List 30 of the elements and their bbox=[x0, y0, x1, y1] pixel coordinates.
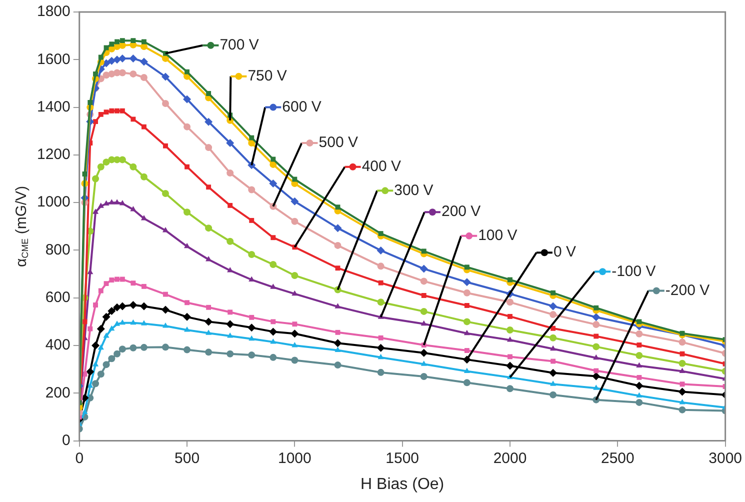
y-tick-label: 1400 bbox=[36, 98, 70, 116]
y-tick-label: 1000 bbox=[36, 194, 70, 211]
x-tick-label: 1000 bbox=[278, 450, 312, 467]
legend-label: -100 V bbox=[612, 262, 656, 280]
legend-label: 0 V bbox=[553, 244, 576, 261]
legend-label: -200 V bbox=[665, 282, 710, 299]
legend-label: 500 V bbox=[318, 134, 358, 152]
x-axis-title: H Bias (Oe) bbox=[360, 476, 444, 493]
y-tick-label: 400 bbox=[45, 336, 70, 354]
x-tick-label: 500 bbox=[174, 450, 200, 467]
legend-label: 100 V bbox=[478, 227, 518, 244]
y-tick-label: 1800 bbox=[36, 3, 70, 20]
legend-label: 200 V bbox=[441, 203, 481, 220]
x-tick-label: 2500 bbox=[600, 450, 634, 467]
y-tick-label: 200 bbox=[45, 384, 70, 402]
y-tick-label: 1600 bbox=[36, 50, 70, 68]
legend-label: 600 V bbox=[282, 98, 322, 116]
legend-label: 400 V bbox=[362, 158, 402, 175]
x-tick-label: 1500 bbox=[386, 450, 420, 467]
legend-label: 300 V bbox=[394, 182, 434, 199]
y-tick-label: 0 bbox=[62, 432, 70, 449]
y-tick-label: 1200 bbox=[36, 146, 70, 164]
y-tick-label: 600 bbox=[45, 289, 70, 306]
legend-label: 750 V bbox=[248, 67, 287, 84]
x-tick-label: 2000 bbox=[493, 450, 527, 467]
x-tick-label: 3000 bbox=[708, 450, 742, 467]
legend-label: 700 V bbox=[220, 36, 259, 54]
x-tick-label: 0 bbox=[75, 450, 84, 467]
y-axis-title: αCME (mG/V) bbox=[13, 186, 30, 267]
y-tick-label: 800 bbox=[45, 241, 70, 258]
